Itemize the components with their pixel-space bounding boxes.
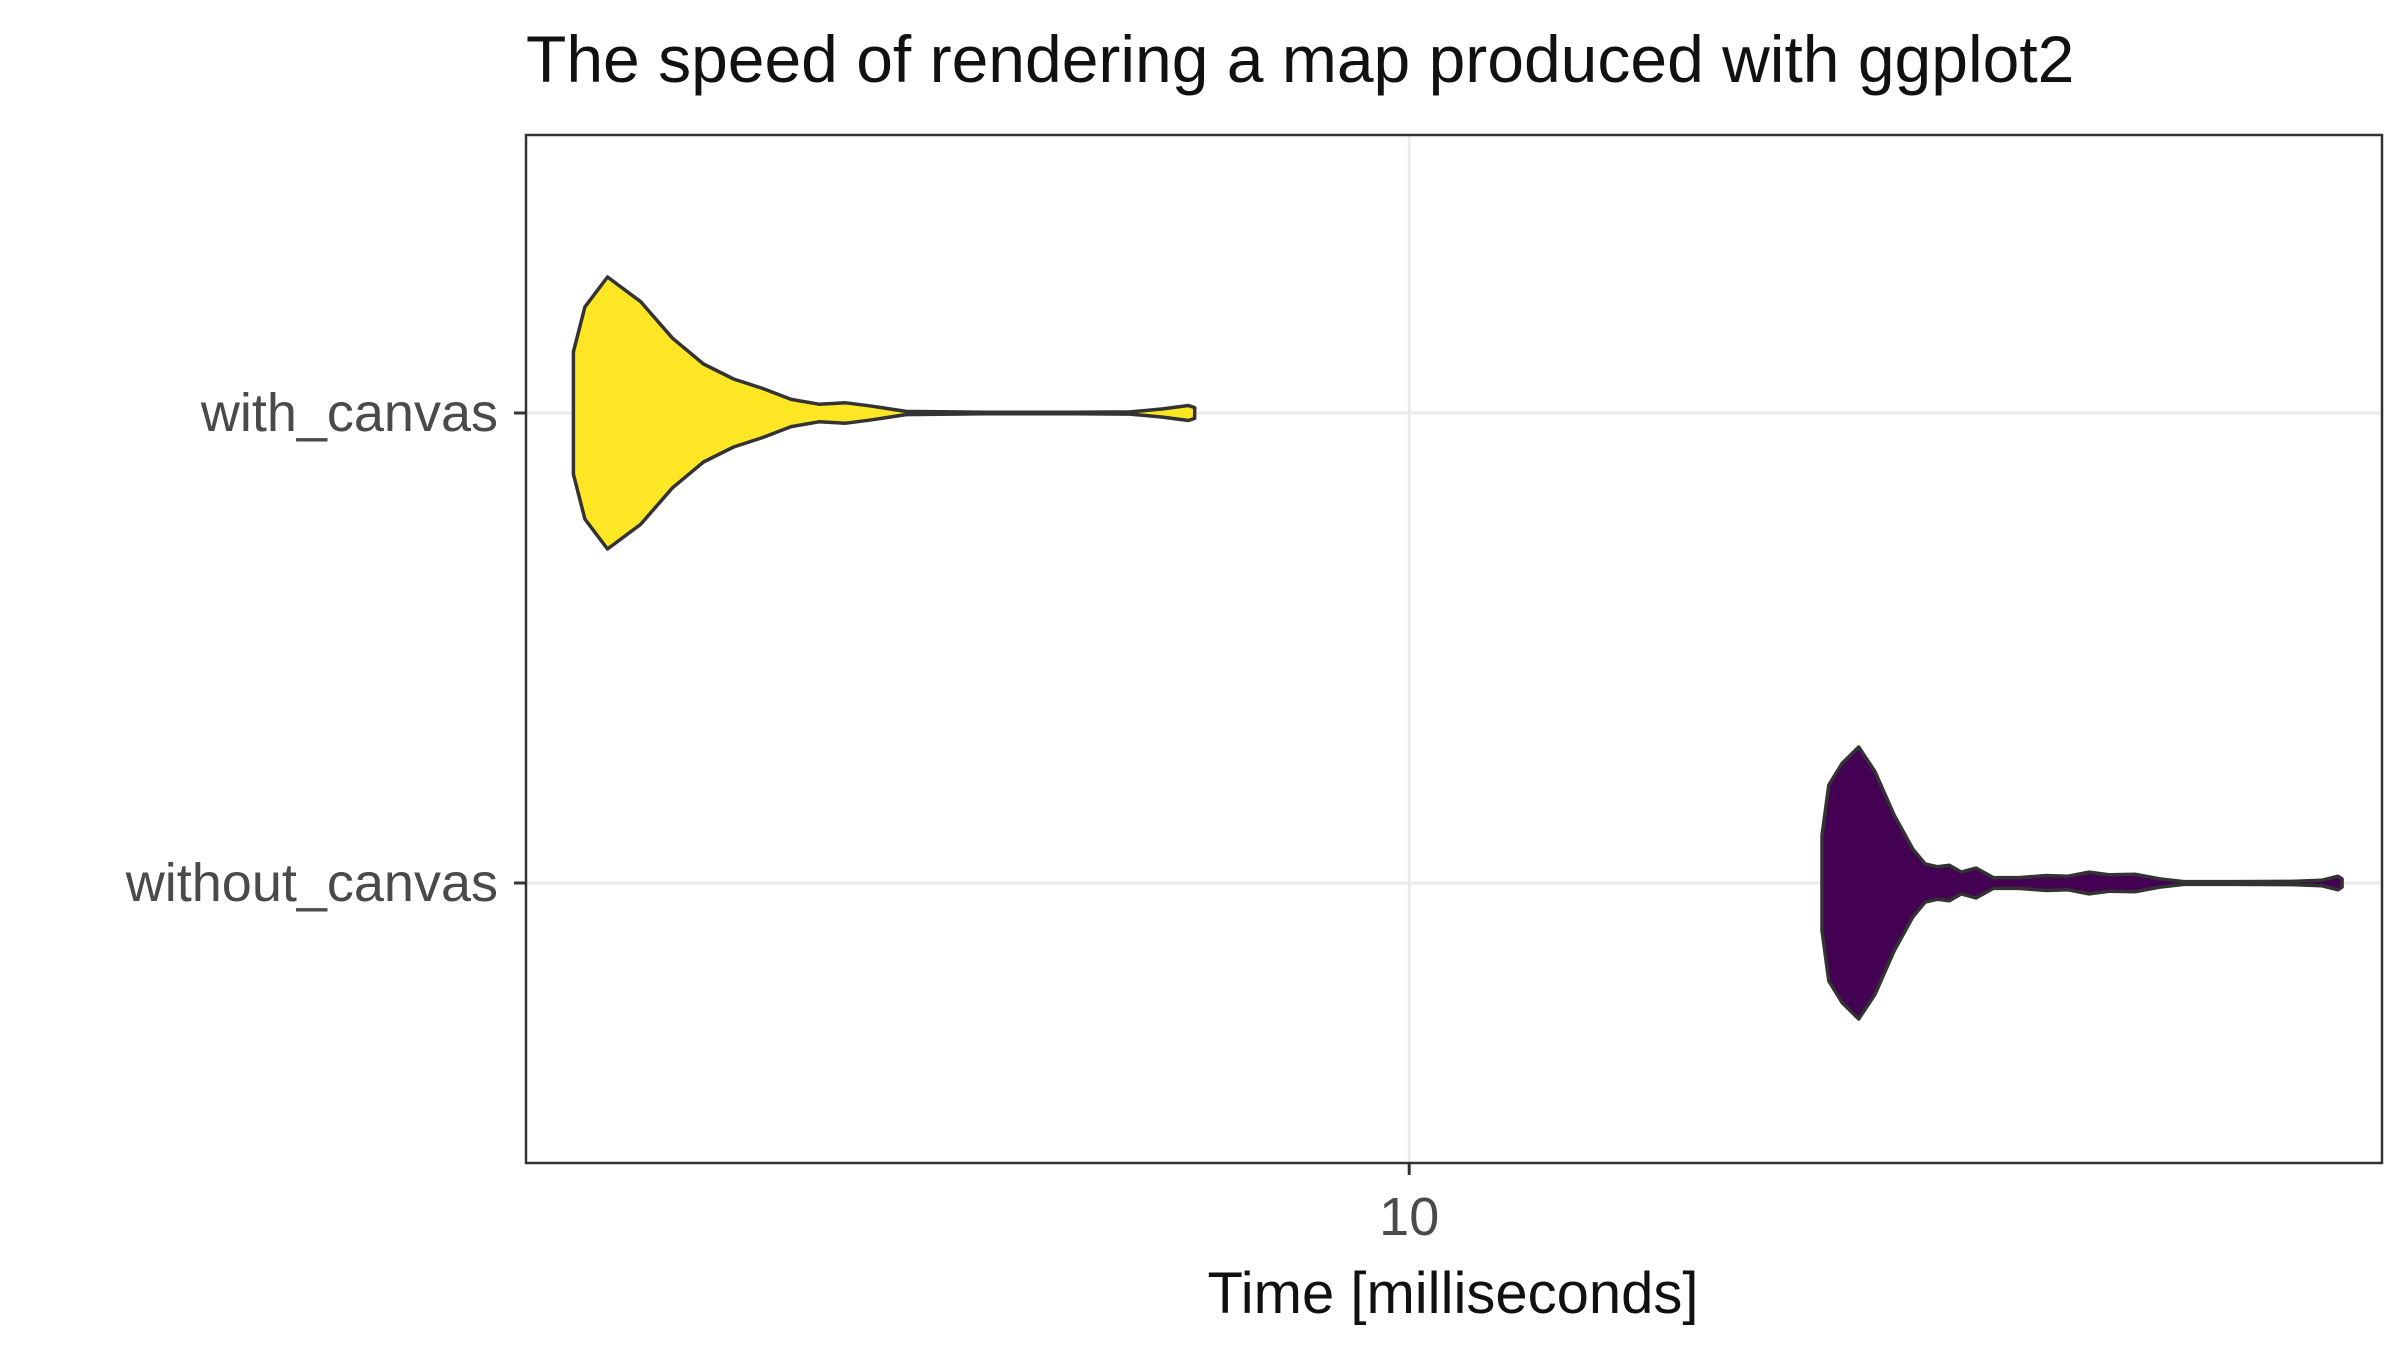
y-tick-label-with-canvas: with_canvas bbox=[200, 383, 498, 443]
y-tick-label-without-canvas: without_canvas bbox=[125, 853, 498, 913]
x-tick-label-10: 10 bbox=[1379, 1187, 1439, 1247]
chart-title: The speed of rendering a map produced wi… bbox=[526, 22, 2074, 96]
grid-lines bbox=[526, 135, 2382, 1163]
violin-without-canvas bbox=[1820, 745, 2344, 1021]
panel-border bbox=[524, 133, 2384, 1165]
x-axis: 10 bbox=[1379, 1163, 1439, 1247]
violin-with-canvas bbox=[571, 275, 1197, 551]
violins bbox=[571, 275, 2344, 1021]
x-axis-label: Time [milliseconds] bbox=[1208, 1261, 1699, 1326]
y-axis: with_canvas without_canvas bbox=[125, 383, 526, 913]
plot-panel bbox=[524, 133, 2384, 1165]
